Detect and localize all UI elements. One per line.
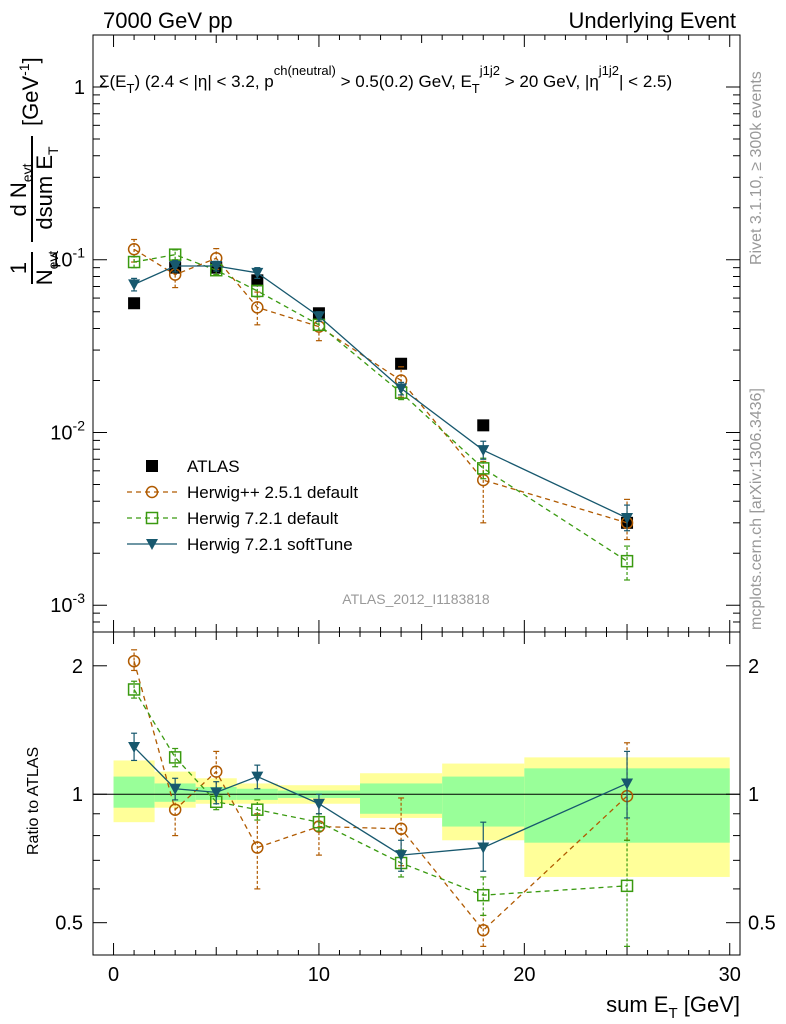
legend-label: Herwig 7.2.1 default [187, 509, 338, 528]
ratio-softtune-point [395, 850, 408, 862]
main-herwig721-point [127, 255, 141, 269]
x-tick-label: 0 [108, 964, 119, 986]
ratio-softtune-point [621, 778, 634, 790]
main-herwigpp-point [127, 243, 141, 256]
main-herwig721-point [620, 554, 634, 568]
x-tick-label: 10 [308, 964, 330, 986]
y-label-n: Nevt [32, 251, 61, 286]
ratio-plot-frame [92, 631, 741, 956]
ratio-herwigpp-point [394, 822, 408, 836]
analysis-label: ATLAS_2012_I1183818 [342, 591, 490, 607]
ratio-softtune-point [210, 787, 223, 799]
ratio-softtune-point [477, 842, 490, 854]
main-herwig721-point [251, 284, 264, 298]
header-left-label: 7000 GeV pp [103, 8, 233, 33]
ratio-herwig721-point [312, 815, 326, 829]
main-softtune-point [621, 512, 634, 524]
ratio-herwig721-point [477, 888, 490, 902]
plot-title: Σ(ET) (2.4 < |η| < 3.2, pch(neutral) > 0… [99, 63, 672, 96]
ratio-softtune-point [169, 783, 182, 795]
x-tick-label: 20 [513, 964, 535, 986]
header-right-label: Underlying Event [568, 8, 736, 33]
ratio-herwigpp-line [133, 661, 628, 932]
main-softtune-point [128, 279, 141, 291]
y-tick-label: 10-2 [50, 417, 85, 444]
main-herwig721-point [477, 462, 490, 475]
ratio-softtune-point [312, 798, 325, 810]
ratio-herwigpp-point [251, 841, 264, 854]
legend-label: ATLAS [187, 457, 240, 476]
main-softtune-point [395, 383, 408, 395]
main-atlas-point [251, 274, 264, 287]
main-herwig721-line [133, 254, 628, 562]
mc-uncertainty-band-inner [442, 776, 525, 827]
main-atlas-point [128, 297, 141, 310]
main-herwigpp-point [477, 473, 490, 487]
ratio-y-tick-label-right: 1 [748, 784, 759, 806]
y-label-one: 1 [6, 262, 31, 274]
legend-marker [145, 485, 159, 499]
ratio-herwig721-point [251, 803, 264, 816]
main-softtune-line [133, 265, 628, 519]
x-tick-label: 30 [719, 964, 741, 986]
ratio-y-tick-label-right: 2 [748, 656, 759, 678]
ratio-y-tick-label-right: 0.5 [748, 913, 776, 935]
y-tick-label: 10-1 [50, 245, 85, 272]
main-softtune-point [210, 261, 223, 273]
x-axis-label: sum ET [GeV] [606, 992, 740, 1022]
y-label-unit: [GeV-1] [16, 57, 43, 126]
ratio-y-tick-label: 1 [72, 784, 83, 806]
ratio-herwigpp-point [127, 654, 141, 668]
main-softtune-point [169, 261, 182, 273]
main-softtune-point [251, 267, 264, 279]
legend-label: Herwig++ 2.5.1 default [187, 483, 358, 502]
y-label-numerator: d Nevt [6, 163, 35, 216]
ratio-herwig721-line [133, 689, 628, 896]
y-label-denominator: dsum ET [32, 146, 61, 230]
main-softtune-point [312, 311, 325, 323]
mc-uncertainty-band-inner [113, 776, 155, 808]
ratio-softtune-point [128, 742, 141, 754]
legend-marker [146, 460, 158, 472]
main-herwigpp-point [251, 301, 264, 314]
main-atlas-point [395, 357, 408, 370]
y-tick-label: 10-3 [50, 590, 85, 617]
y-tick-label: 1 [74, 77, 85, 99]
ratio-softtune-point [251, 771, 264, 783]
main-herwigpp-line [133, 248, 628, 524]
ratio-herwig721-point [168, 751, 182, 764]
legend-marker [145, 511, 159, 525]
ratio-herwig721-point [127, 683, 141, 696]
legend-marker [146, 539, 158, 550]
ratio-y-tick-label: 0.5 [55, 913, 83, 935]
legend-label: Herwig 7.2.1 softTune [187, 535, 353, 554]
main-atlas-point [477, 419, 490, 432]
ratio-y-tick-label: 2 [72, 656, 83, 678]
ratio-softtune-line [133, 746, 628, 856]
ratio-herwigpp-point [209, 765, 223, 778]
ratio-herwigpp-point [168, 803, 182, 816]
ratio-herwig721-point [620, 879, 634, 893]
ratio-herwigpp-point [477, 924, 490, 937]
main-softtune-point [477, 445, 490, 457]
